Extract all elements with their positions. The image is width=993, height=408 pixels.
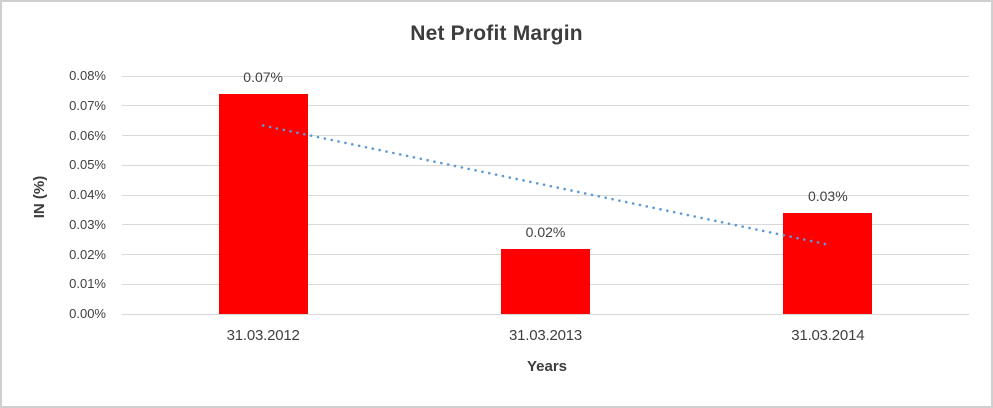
x-tick-label: 31.03.2014 — [791, 327, 865, 344]
bar-data-label: 0.07% — [243, 68, 283, 85]
gridline — [122, 75, 969, 77]
y-tick-label: 0.07% — [69, 97, 106, 113]
y-tick-label: 0.03% — [69, 216, 106, 232]
bar-data-label: 0.03% — [807, 187, 848, 204]
x-tick-label: 31.03.2013 — [508, 327, 583, 344]
y-tick-label: 0.01% — [69, 276, 106, 292]
bar — [783, 212, 873, 314]
bar-data-label: 0.02% — [525, 223, 566, 240]
y-tick-label: 0.06% — [69, 127, 106, 143]
y-tick-label: 0.05% — [69, 157, 106, 173]
y-tick-label: 0.02% — [69, 246, 106, 262]
gridline — [122, 313, 969, 315]
x-tick-label: 31.03.2012 — [226, 327, 300, 344]
bar — [501, 248, 590, 314]
y-tick-label: 0.00% — [69, 306, 106, 321]
y-tick-label: 0.08% — [69, 68, 106, 83]
chart-title: Net Profit Margin — [410, 22, 583, 45]
bar — [218, 93, 308, 314]
gridline — [122, 105, 969, 107]
y-tick-label: 0.04% — [69, 187, 106, 202]
x-axis-title: Years — [526, 358, 568, 375]
